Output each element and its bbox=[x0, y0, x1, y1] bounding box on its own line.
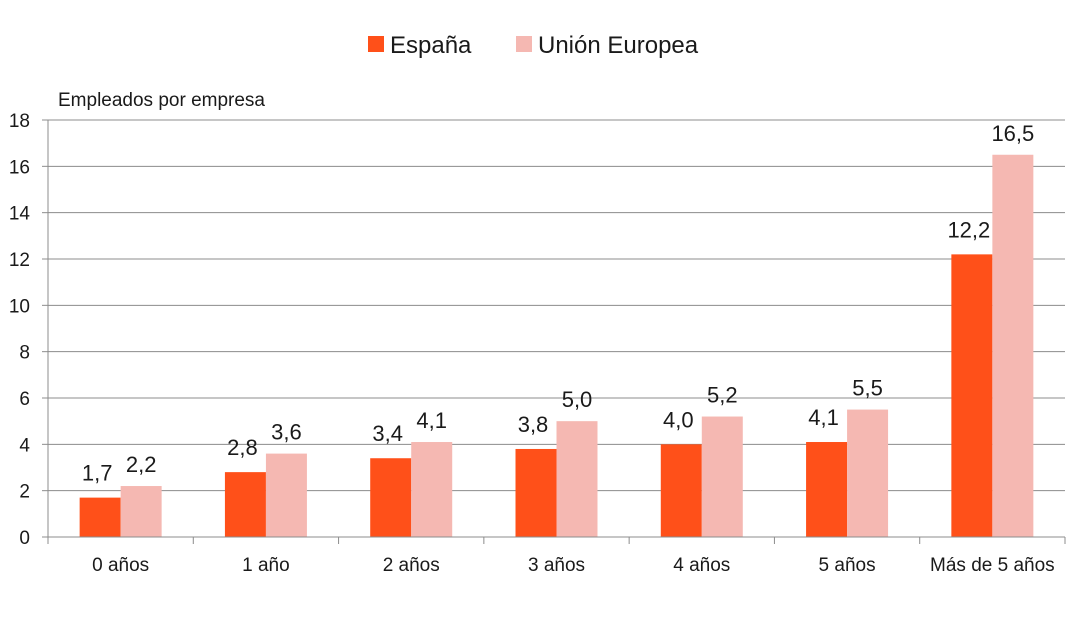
bar-union-europea bbox=[847, 409, 889, 537]
data-label: 5,0 bbox=[562, 387, 593, 412]
data-label: 1,7 bbox=[82, 461, 113, 486]
y-tick-label: 12 bbox=[9, 250, 30, 271]
x-tick-label: 5 años bbox=[819, 555, 876, 576]
data-label: 3,4 bbox=[372, 421, 403, 446]
legend-swatch-union-europea bbox=[516, 36, 532, 52]
data-label: 5,5 bbox=[852, 376, 883, 401]
bars bbox=[79, 154, 1034, 537]
grid-lines bbox=[48, 119, 1065, 492]
bar-union-europea bbox=[556, 421, 598, 537]
bar-espana bbox=[224, 472, 266, 537]
y-tick-label: 16 bbox=[9, 157, 30, 178]
y-tick-label: 10 bbox=[9, 296, 30, 317]
x-tick-label: 4 años bbox=[673, 555, 730, 576]
y-tick-label: 6 bbox=[19, 389, 30, 410]
x-tick-label: Más de 5 años bbox=[930, 555, 1055, 576]
bar-union-europea bbox=[411, 442, 453, 537]
bar-espana bbox=[79, 497, 121, 537]
x-tick-label: 1 año bbox=[242, 555, 290, 576]
data-label: 4,1 bbox=[808, 405, 839, 430]
data-label: 4,1 bbox=[416, 408, 447, 433]
bar-union-europea bbox=[701, 416, 743, 537]
data-label: 12,2 bbox=[947, 217, 990, 242]
chart-legend: España Unión Europea bbox=[368, 32, 699, 59]
data-label: 2,8 bbox=[227, 435, 258, 460]
legend-label-espana: España bbox=[390, 32, 472, 59]
y-tick-label: 2 bbox=[19, 482, 30, 503]
bar-espana bbox=[515, 448, 557, 537]
data-label: 5,2 bbox=[707, 383, 738, 408]
bar-espana bbox=[370, 458, 412, 537]
x-tick-label: 2 años bbox=[383, 555, 440, 576]
x-tick-label: 0 años bbox=[92, 555, 149, 576]
data-label: 16,5 bbox=[991, 121, 1034, 146]
axes bbox=[47, 120, 1065, 538]
y-tick-label: 18 bbox=[9, 111, 30, 132]
y-tick-label: 4 bbox=[19, 435, 30, 456]
y-axis-label: Empleados por empresa bbox=[58, 90, 265, 111]
data-label: 3,8 bbox=[518, 412, 549, 437]
legend-swatch-espana bbox=[368, 36, 384, 52]
bar-union-europea bbox=[265, 453, 307, 537]
x-axis-ticks: 0 años 1 año 2 años 3 años 4 años 5 años Más d… bbox=[47, 537, 1066, 576]
bar-espana bbox=[951, 254, 993, 537]
bar-espana bbox=[806, 442, 848, 537]
y-tick-label: 14 bbox=[9, 204, 31, 225]
data-labels: 1,7 2,2 2,8 3,6 3,4 4,1 3,8 5,0 4,0 5,2 4,1 5,5 12,2… bbox=[82, 121, 1034, 486]
data-label: 3,6 bbox=[271, 420, 302, 445]
x-tick-label: 3 años bbox=[528, 555, 585, 576]
data-label: 4,0 bbox=[663, 407, 694, 432]
y-tick-label: 0 bbox=[19, 528, 30, 549]
bar-espana bbox=[660, 444, 702, 537]
data-label: 2,2 bbox=[126, 452, 157, 477]
y-axis-ticks: 0 2 4 6 8 10 12 14 16 18 bbox=[9, 111, 48, 549]
bar-union-europea bbox=[120, 486, 162, 537]
legend-label-union-europea: Unión Europea bbox=[538, 32, 699, 59]
y-tick-label: 8 bbox=[19, 343, 30, 364]
bar-union-europea bbox=[992, 154, 1034, 537]
